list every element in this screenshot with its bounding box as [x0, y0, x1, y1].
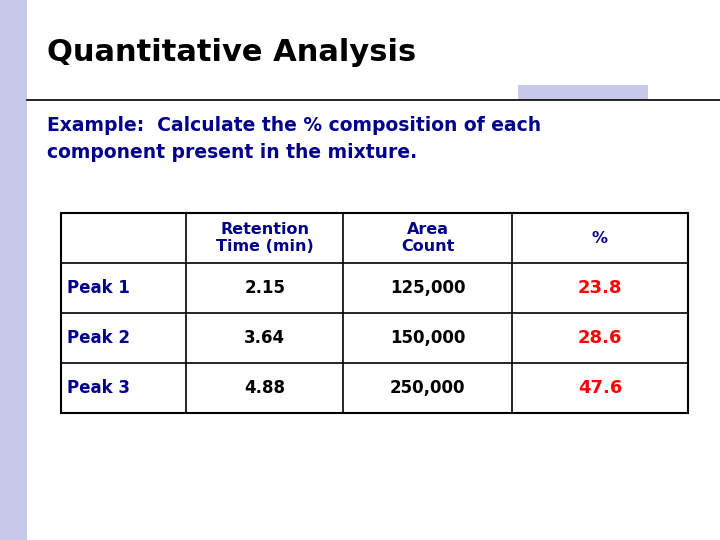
- Text: 250,000: 250,000: [390, 379, 465, 397]
- Text: 2.15: 2.15: [244, 279, 285, 297]
- Text: 23.8: 23.8: [577, 279, 622, 297]
- Text: 4.88: 4.88: [244, 379, 285, 397]
- Text: 28.6: 28.6: [577, 329, 622, 347]
- Text: component present in the mixture.: component present in the mixture.: [47, 143, 417, 162]
- Text: Peak 3: Peak 3: [67, 379, 130, 397]
- Text: Retention
Time (min): Retention Time (min): [216, 222, 314, 254]
- Text: 3.64: 3.64: [244, 329, 285, 347]
- Text: 150,000: 150,000: [390, 329, 465, 347]
- Text: Example:  Calculate the % composition of each: Example: Calculate the % composition of …: [47, 116, 541, 135]
- Text: 47.6: 47.6: [577, 379, 622, 397]
- Text: %: %: [592, 231, 608, 246]
- Text: Quantitative Analysis: Quantitative Analysis: [47, 38, 416, 67]
- Text: Peak 2: Peak 2: [67, 329, 130, 347]
- Text: Area
Count: Area Count: [401, 222, 454, 254]
- Text: Peak 1: Peak 1: [67, 279, 130, 297]
- Text: 125,000: 125,000: [390, 279, 465, 297]
